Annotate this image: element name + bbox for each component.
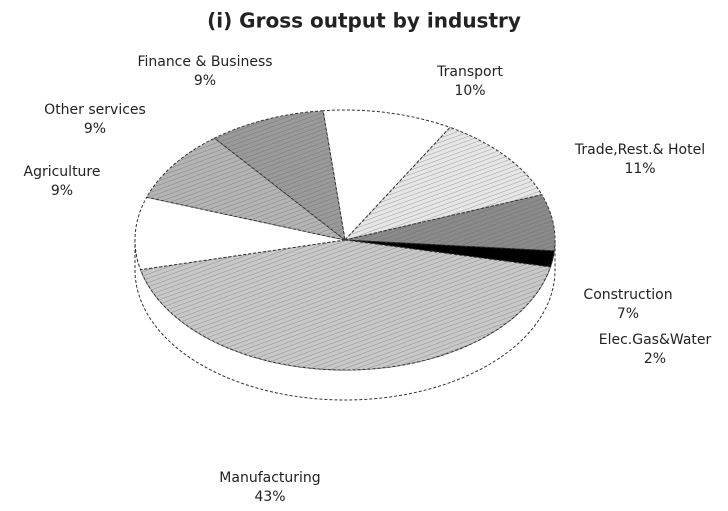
chart-title: (i) Gross output by industry [207, 9, 521, 33]
slice-label: Elec.Gas&Water [599, 332, 712, 348]
slice-label: Finance & Business [137, 54, 272, 70]
slice-texture [345, 194, 555, 251]
slice-label: Agriculture [24, 164, 101, 180]
slice-value: 7% [617, 306, 639, 322]
pie-side [134, 239, 556, 401]
slice-label: Other services [44, 102, 146, 118]
pie-slice [322, 109, 451, 242]
pie-slice [134, 196, 346, 271]
slice-label: Manufacturing [219, 470, 320, 486]
slice-value: 9% [194, 73, 216, 89]
slice-value: 9% [51, 183, 73, 199]
slice-value: 2% [644, 351, 666, 367]
slice-texture [214, 110, 345, 240]
slice-value: 9% [84, 121, 106, 137]
slice-texture [140, 240, 551, 370]
slice-label: Construction [583, 287, 672, 303]
slice-value: 10% [454, 83, 485, 99]
slice-value: 11% [624, 161, 655, 177]
slice-texture [345, 127, 542, 240]
slice-label: Trade,Rest.& Hotel [574, 142, 705, 158]
slice-value: 43% [254, 489, 285, 505]
slice-label: Transport [436, 64, 503, 80]
slice-texture [146, 138, 345, 240]
